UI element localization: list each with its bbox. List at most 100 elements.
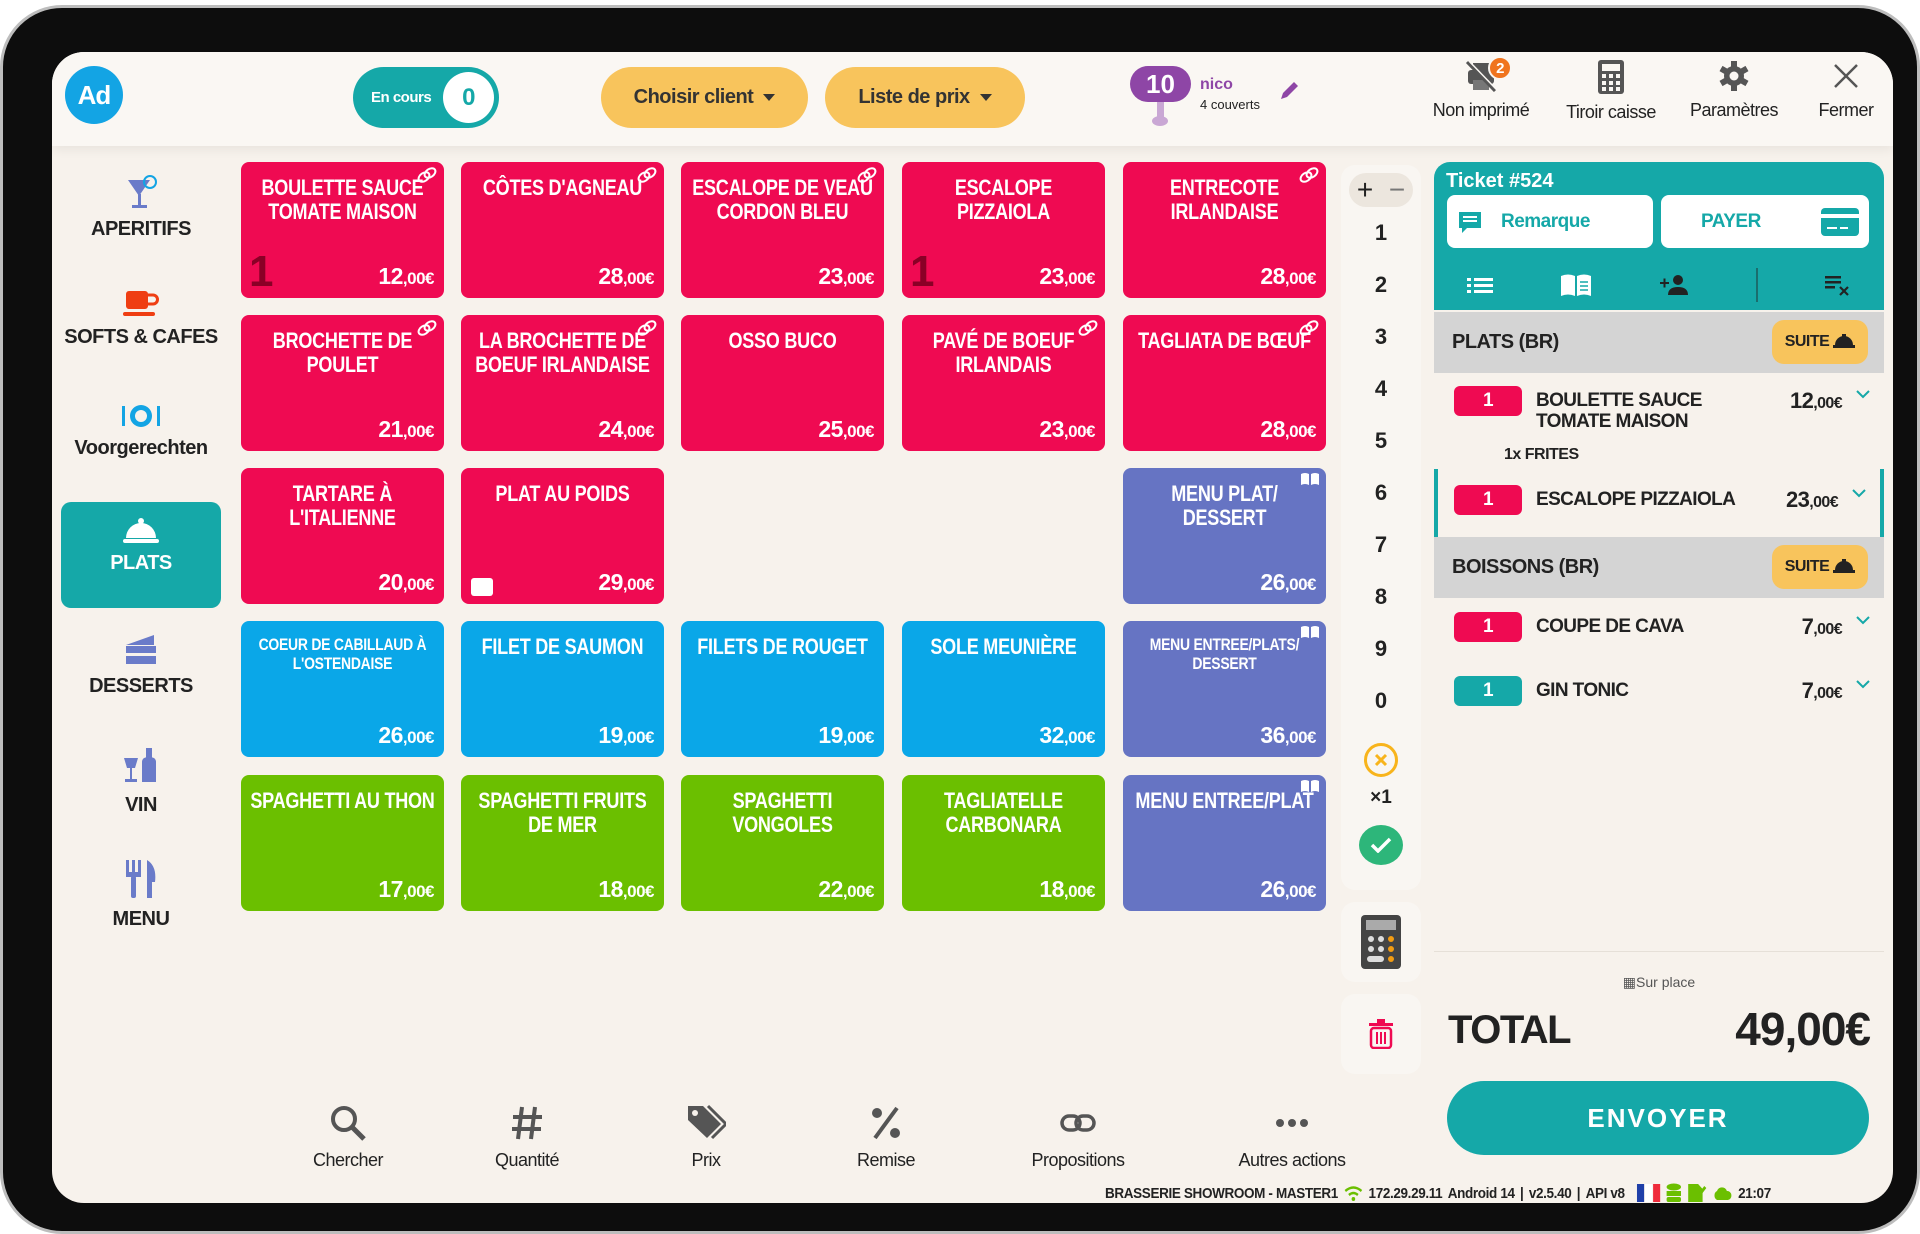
category-aperitifs[interactable]: APERITIFS [61,160,221,266]
digit-7-button[interactable]: 7 [1374,532,1388,557]
unprinted-count-badge: 2 [1488,56,1512,80]
clear-list-icon[interactable] [1824,274,1851,296]
pencil-icon[interactable] [1278,80,1300,107]
product-tile[interactable]: SPAGHETTI FRUITS DE MER 18,00€ [461,775,664,911]
chercher-button[interactable]: Chercher [273,1104,423,1171]
line-qty[interactable]: 1 [1454,485,1522,515]
delete-button[interactable] [1341,994,1421,1074]
suite-button[interactable]: SUITE [1772,545,1868,589]
close-button[interactable]: Fermer [1791,60,1893,121]
product-tile[interactable]: ESCALOPE DE VEAU CORDON BLEU 23,00€ [681,162,884,298]
product-tile[interactable]: MENU ENTREE/PLATS/ DESSERT 36,00€ [1123,621,1326,757]
product-tile[interactable]: BOULETTE SAUCE TOMATE MAISON 12,00€ 1 [241,162,444,298]
add-guest-icon[interactable] [1659,274,1689,296]
digit-0-button[interactable]: 0 [1374,688,1388,713]
pay-button[interactable]: PAYER [1661,195,1869,248]
chevron-down-icon[interactable] [1852,485,1866,503]
confirm-check-button[interactable] [1359,825,1403,865]
calculator-button[interactable] [1341,902,1421,982]
gear-button[interactable]: Paramètres [1679,60,1789,121]
product-tile[interactable]: PLAT AU POIDS 29,00€ [461,468,664,604]
product-name: SOLE MEUNIÈRE [930,634,1077,659]
chevron-down-icon[interactable] [1856,612,1870,630]
store-icon: ▦ [1622,974,1637,990]
category-vin[interactable]: VIN [61,732,221,838]
product-tile[interactable]: TAGLIATA DE BŒUF 28,00€ [1123,315,1326,451]
send-button[interactable]: ENVOYER [1447,1081,1869,1155]
product-tile[interactable]: ESCALOPE PIZZAIOLA 23,00€ 1 [902,162,1105,298]
product-tile[interactable]: FILETS DE ROUGET 19,00€ [681,621,884,757]
menu-book-icon[interactable] [1560,273,1592,297]
price-list-button[interactable]: Liste de prix [825,67,1025,128]
category-menu[interactable]: MENU [61,844,221,950]
product-tile[interactable]: COEUR DE CABILLAUD À L'OSTENDAISE 26,00€ [241,621,444,757]
link-icon [416,166,438,189]
product-tile[interactable]: BROCHETTE DE POULET 21,00€ [241,315,444,451]
product-tile[interactable]: OSSO BUCO 25,00€ [681,315,884,451]
calculator-icon [1556,60,1666,94]
remark-button[interactable]: Remarque [1447,195,1653,248]
calculator-button[interactable]: Tiroir caisse [1556,60,1666,123]
suite-button[interactable]: SUITE [1772,320,1868,364]
suite-label: SUITE [1784,558,1830,575]
price-cents: ,00€ [622,728,655,747]
plus-button[interactable]: + [1356,174,1374,205]
product-tile[interactable]: PAVÉ DE BOEUF IRLANDAIS 23,00€ [902,315,1105,451]
remise-button[interactable]: Remise [811,1104,961,1171]
product-tile[interactable]: LA BROCHETTE DE BOEUF IRLANDAISE 24,00€ [461,315,664,451]
category-plats[interactable]: PLATS [61,502,221,608]
printer-off-button[interactable]: 2 Non imprimé [1426,56,1536,121]
category-softs-cafes[interactable]: SOFTS & CAFES [61,274,221,380]
product-tile[interactable]: MENU PLAT/ DESSERT 26,00€ [1123,468,1326,604]
product-tile[interactable]: SPAGHETTI AU THON 17,00€ [241,775,444,911]
line-name-text: BOULETTE SAUCE TOMATE MAISON [1536,390,1702,432]
line-name-text: COUPE DE CAVA [1536,616,1684,637]
french-flag-icon[interactable] [1637,1184,1661,1202]
clear-quantity-button[interactable] [1364,743,1398,777]
digit-6-button[interactable]: 6 [1374,480,1388,505]
line-qty[interactable]: 1 [1454,386,1522,416]
price-cents: ,00€ [402,575,435,594]
ticket-line[interactable]: 1 BOULETTE SAUCE TOMATE MAISON 12,00€ [1434,386,1884,432]
price-cents: ,00€ [402,422,435,441]
quantite-button[interactable]: Quantité [452,1104,602,1171]
minus-button[interactable]: − [1388,174,1406,205]
product-tile[interactable]: ENTRECOTE IRLANDAISE 28,00€ [1123,162,1326,298]
product-price: 28,00€ [1260,263,1316,290]
ticket-line[interactable]: 1 COUPE DE CAVA 7,00€ [1434,612,1884,642]
ticket-line[interactable]: 1 ESCALOPE PIZZAIOLA 23,00€ [1434,469,1884,537]
product-tile[interactable]: SPAGHETTI VONGOLES 22,00€ [681,775,884,911]
product-tile[interactable]: FILET DE SAUMON 19,00€ [461,621,664,757]
digit-1-button[interactable]: 1 [1374,220,1388,245]
category-voorgerechten[interactable]: Voorgerechten [61,389,221,495]
product-tile[interactable]: TAGLIATELLE CARBONARA 18,00€ [902,775,1105,911]
propositions-button[interactable]: Propositions [1003,1104,1153,1171]
product-tile[interactable]: SOLE MEUNIÈRE 32,00€ [902,621,1105,757]
ticket-line[interactable]: 1 GIN TONIC 7,00€ [1434,676,1884,706]
prix-button[interactable]: Prix [631,1104,781,1171]
product-tile[interactable]: TARTARE À L'ITALIENNE 20,00€ [241,468,444,604]
en-cours-button[interactable]: En cours 0 [353,67,499,128]
choose-client-button[interactable]: Choisir client [601,67,808,128]
digit-2-button[interactable]: 2 [1374,272,1388,297]
digit-8-button[interactable]: 8 [1374,584,1388,609]
chevron-down-icon[interactable] [1856,386,1870,404]
table-number[interactable]: 10 [1130,66,1191,102]
digit-4-button[interactable]: 4 [1374,376,1388,401]
list-icon[interactable] [1467,276,1494,294]
line-qty[interactable]: 1 [1454,612,1522,642]
plus-minus-toggle[interactable]: + − [1349,173,1413,207]
line-qty[interactable]: 1 [1454,676,1522,706]
autres-actions-button[interactable]: Autres actions [1217,1104,1367,1171]
digit-3-button[interactable]: 3 [1374,324,1388,349]
digit-9-button[interactable]: 9 [1374,636,1388,661]
product-tile[interactable]: CÔTES D'AGNEAU 28,00€ [461,162,664,298]
chevron-down-icon[interactable] [1856,676,1870,694]
digit-5-button[interactable]: 5 [1374,428,1388,453]
category-desserts[interactable]: DESSERTS [61,617,221,723]
service-mode[interactable]: ▦Sur place [1434,974,1884,991]
product-tile[interactable]: MENU ENTREE/PLAT 26,00€ [1123,775,1326,911]
avatar[interactable]: Ad [65,66,123,124]
link-icon [1298,319,1320,342]
price-cents: ,00€ [1813,395,1842,412]
